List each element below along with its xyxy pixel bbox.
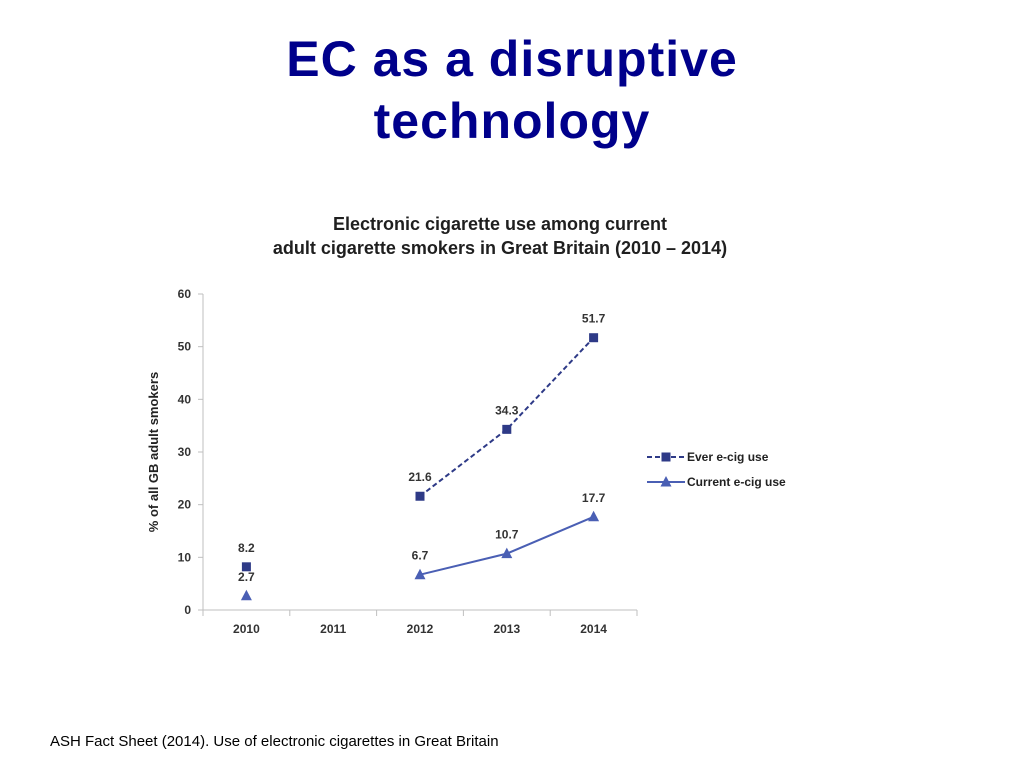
data-point-0-2: [415, 491, 425, 501]
chart-title-line-2: adult cigarette smokers in Great Britain…: [272, 238, 728, 258]
series-0: 8.2 21.6 34.3 51.7: [238, 312, 606, 572]
data-label-0-4: 51.7: [582, 312, 606, 326]
chart-series: 8.2 21.6 34.3 51.7 2.7 6.7 10.7 17.7: [238, 312, 606, 601]
line-chart: 0 10 20 30 40 50 60 2010 2011 2012 2013 2014 % of al…: [146, 287, 786, 636]
series-1: 2.7 6.7 10.7 17.7: [238, 491, 606, 601]
slide-title: EC as a disruptive technology: [0, 28, 1024, 152]
data-label-0-3: 34.3: [495, 403, 519, 417]
series-line-0: [419, 337, 595, 498]
x-tick-label-2010: 2010: [233, 622, 260, 636]
x-tick-label-2014: 2014: [580, 622, 607, 636]
y-tick-label: 60: [178, 287, 192, 301]
y-tick-label: 10: [178, 550, 192, 564]
legend-label-1: Current e-cig use: [687, 475, 786, 489]
data-label-1-2: 6.7: [412, 549, 429, 563]
legend-marker-1: [660, 476, 672, 487]
y-axis-label: % of all GB adult smokers: [146, 372, 161, 532]
data-point-0-3: [502, 424, 512, 434]
slide-title-line-1: EC as a disruptive: [286, 31, 738, 87]
y-tick-label: 40: [178, 392, 192, 406]
chart-title: Electronic cigarette use among current a…: [190, 212, 810, 260]
y-tick-label: 20: [178, 498, 192, 512]
x-tick-label-2012: 2012: [407, 622, 434, 636]
y-tick-label: 0: [184, 603, 191, 617]
data-point-1-3: [501, 547, 513, 559]
data-label-1-4: 17.7: [582, 491, 606, 505]
y-tick-label: 30: [178, 445, 192, 459]
source-footnote: ASH Fact Sheet (2014). Use of electronic…: [50, 733, 499, 750]
slide-title-line-2: technology: [373, 93, 651, 149]
data-label-0-0: 8.2: [238, 541, 255, 555]
chart-axes: 0 10 20 30 40 50 60 2010 2011 2012 2013 2014 % of al…: [146, 287, 638, 636]
data-label-1-0: 2.7: [238, 570, 255, 584]
data-label-1-3: 10.7: [495, 528, 519, 542]
x-tick-label-2011: 2011: [320, 622, 346, 636]
data-label-0-2: 21.6: [408, 470, 432, 484]
y-tick-label: 50: [178, 340, 192, 354]
chart-title-line-1: Electronic cigarette use among current: [332, 214, 668, 234]
data-point-1-0: [240, 589, 252, 601]
data-point-1-4: [588, 510, 600, 522]
data-point-0-0: [241, 562, 251, 572]
x-tick-label-2013: 2013: [493, 622, 520, 636]
chart-legend: Ever e-cig use Current e-cig use: [647, 450, 786, 489]
legend-marker-0: [661, 452, 671, 462]
data-point-1-2: [414, 568, 426, 580]
data-point-0-4: [589, 333, 599, 343]
series-line-1: [419, 515, 594, 576]
legend-label-0: Ever e-cig use: [687, 450, 769, 464]
